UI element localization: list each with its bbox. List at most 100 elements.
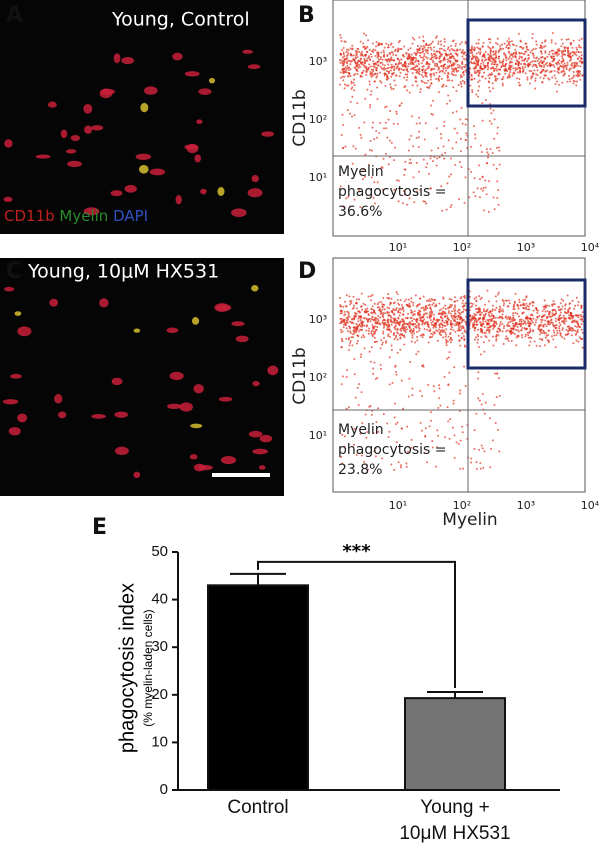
flow-dot: [461, 52, 463, 54]
flow-dot: [418, 146, 420, 148]
flow-dot: [430, 104, 432, 106]
flow-dot: [455, 67, 457, 69]
flow-dot: [508, 73, 510, 75]
flow-dot: [469, 319, 471, 321]
flow-dot: [495, 321, 497, 323]
flow-dot: [386, 55, 388, 57]
flow-dot: [356, 328, 358, 330]
flow-dot: [447, 76, 449, 78]
flow-dot: [513, 305, 515, 307]
flow-dot: [532, 318, 534, 320]
flow-dot: [504, 43, 506, 45]
flow-dot: [456, 300, 458, 302]
flow-dot: [541, 338, 543, 340]
flow-dot: [367, 69, 369, 71]
flow-dot: [494, 63, 496, 65]
flow-dot: [560, 335, 562, 337]
flow-dot: [551, 41, 553, 43]
flow-dot: [382, 59, 384, 61]
flow-dot: [574, 305, 576, 307]
flow-dot: [400, 68, 402, 70]
flow-dot: [420, 88, 422, 90]
flow-dot: [353, 304, 355, 306]
flow-dot: [379, 309, 381, 311]
flow-dot: [447, 67, 449, 69]
flow-dot: [456, 441, 458, 443]
flow-dot: [354, 373, 356, 375]
flow-dot: [431, 304, 433, 306]
flow-dot: [463, 335, 465, 337]
flow-dot: [375, 62, 377, 64]
flow-dot: [562, 57, 564, 59]
flow-dot: [422, 48, 424, 50]
flow-dot: [406, 76, 408, 78]
flow-dot: [342, 330, 344, 332]
flow-dot: [524, 58, 526, 60]
flow-dot: [418, 131, 420, 133]
flow-dot: [386, 137, 388, 139]
flow-dot: [432, 334, 434, 336]
flow-dot: [440, 329, 442, 331]
flow-dot: [432, 41, 434, 43]
flow-dot: [449, 339, 451, 341]
flow-dot: [433, 317, 435, 319]
flow-dot: [389, 110, 391, 112]
flow-dot: [424, 139, 426, 141]
flow-dot: [453, 57, 455, 59]
flow-dot: [532, 65, 534, 67]
flow-dot: [535, 321, 537, 323]
flow-dot: [519, 68, 521, 70]
flow-dot: [574, 319, 576, 321]
flow-dot: [426, 82, 428, 84]
flow-dot: [474, 46, 476, 48]
flow-dot: [498, 146, 500, 148]
cell: [9, 427, 21, 435]
flow-dot: [484, 314, 486, 316]
flow-dot: [408, 396, 410, 398]
flow-dot: [559, 324, 561, 326]
flow-dot: [488, 81, 490, 83]
flow-dot: [382, 306, 384, 308]
flow-dot: [387, 335, 389, 337]
flow-dot: [396, 291, 398, 293]
flow-dot: [516, 77, 518, 79]
cell: [231, 321, 244, 326]
flow-dot: [515, 53, 517, 55]
flow-dot: [551, 64, 553, 66]
flow-dot: [447, 323, 449, 325]
flow-dot: [558, 69, 560, 71]
flow-dot: [361, 391, 363, 393]
flow-dot: [423, 58, 425, 60]
flow-dot: [482, 320, 484, 322]
flow-dot: [452, 318, 454, 320]
flow-dot: [411, 340, 413, 342]
flow-dot: [363, 66, 365, 68]
flow-dot: [515, 45, 517, 47]
flow-dot: [482, 54, 484, 56]
flow-dot: [419, 390, 421, 392]
flow-dot: [360, 319, 362, 321]
flow-dot: [527, 320, 529, 322]
flow-dot: [505, 300, 507, 302]
flow-dot: [553, 331, 555, 333]
flow-dot: [495, 68, 497, 70]
flow-dot: [403, 344, 405, 346]
flow-dot: [559, 315, 561, 317]
flow-dot: [455, 141, 457, 143]
flow-dot: [438, 332, 440, 334]
flow-dot: [473, 191, 475, 193]
flow-dot: [365, 47, 367, 49]
flow-dot: [346, 305, 348, 307]
flow-dot: [475, 94, 477, 96]
flow-dot: [454, 319, 456, 321]
flow-dot: [456, 60, 458, 62]
flow-dot: [352, 145, 354, 147]
flow-dot: [487, 59, 489, 61]
cell: [190, 424, 202, 429]
flow-dot: [341, 338, 343, 340]
flow-dot: [383, 322, 385, 324]
flow-dot: [384, 47, 386, 49]
flow-dot: [455, 53, 457, 55]
flow-dot: [442, 336, 444, 338]
flow-dot: [475, 65, 477, 67]
